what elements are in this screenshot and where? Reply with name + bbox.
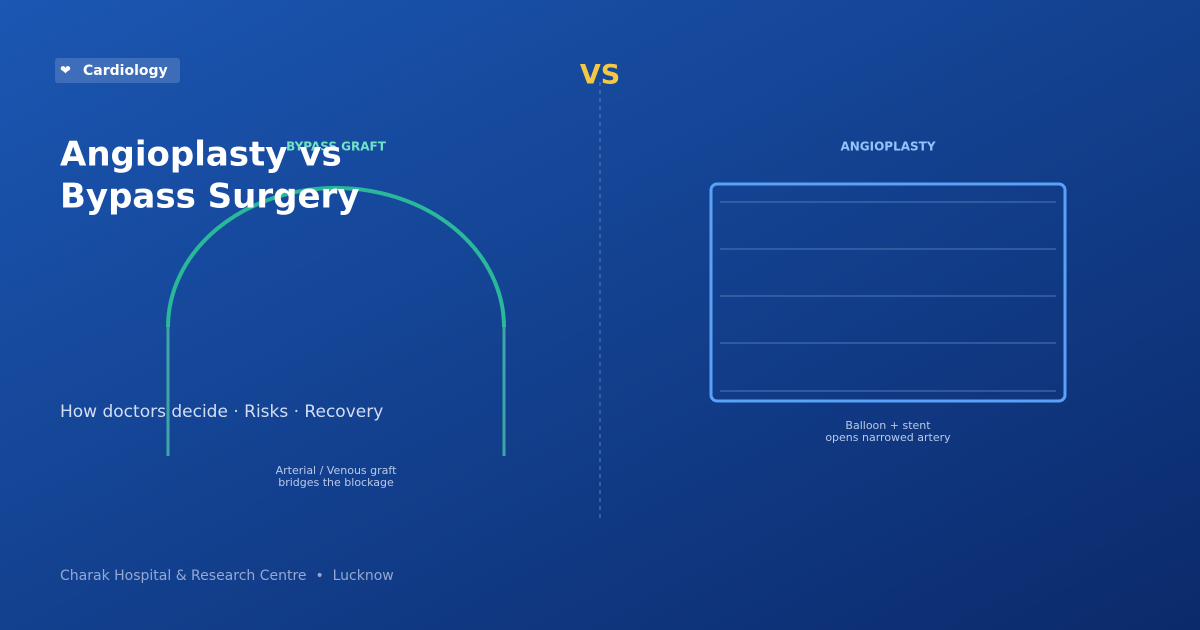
- stent-lines: [720, 201, 1056, 392]
- bypass-caption: bridges the blockage: [278, 476, 394, 489]
- bypass-label: BYPASS GRAFT: [286, 140, 387, 154]
- badge-label: Cardiology: [83, 63, 168, 79]
- badge: [55, 58, 180, 83]
- angioplasty-caption: opens narrowed artery: [825, 431, 951, 444]
- subtitle: How doctors decide · Risks · Recovery: [60, 402, 383, 422]
- title-line: Angioplasty vs: [60, 135, 342, 175]
- vs: VS: [580, 60, 620, 91]
- bypass-caption: Arterial / Venous graft: [276, 464, 397, 477]
- badge-icon: ❤: [60, 64, 71, 79]
- stent-frame: [709, 182, 1067, 403]
- graft-arc: [166, 186, 506, 328]
- angioplasty-caption: Balloon + stent: [845, 419, 931, 432]
- angioplasty-label: ANGIOPLASTY: [840, 140, 935, 154]
- title-line: Bypass Surgery: [60, 177, 359, 217]
- footer: Charak Hospital & Research Centre • Luck…: [60, 568, 394, 584]
